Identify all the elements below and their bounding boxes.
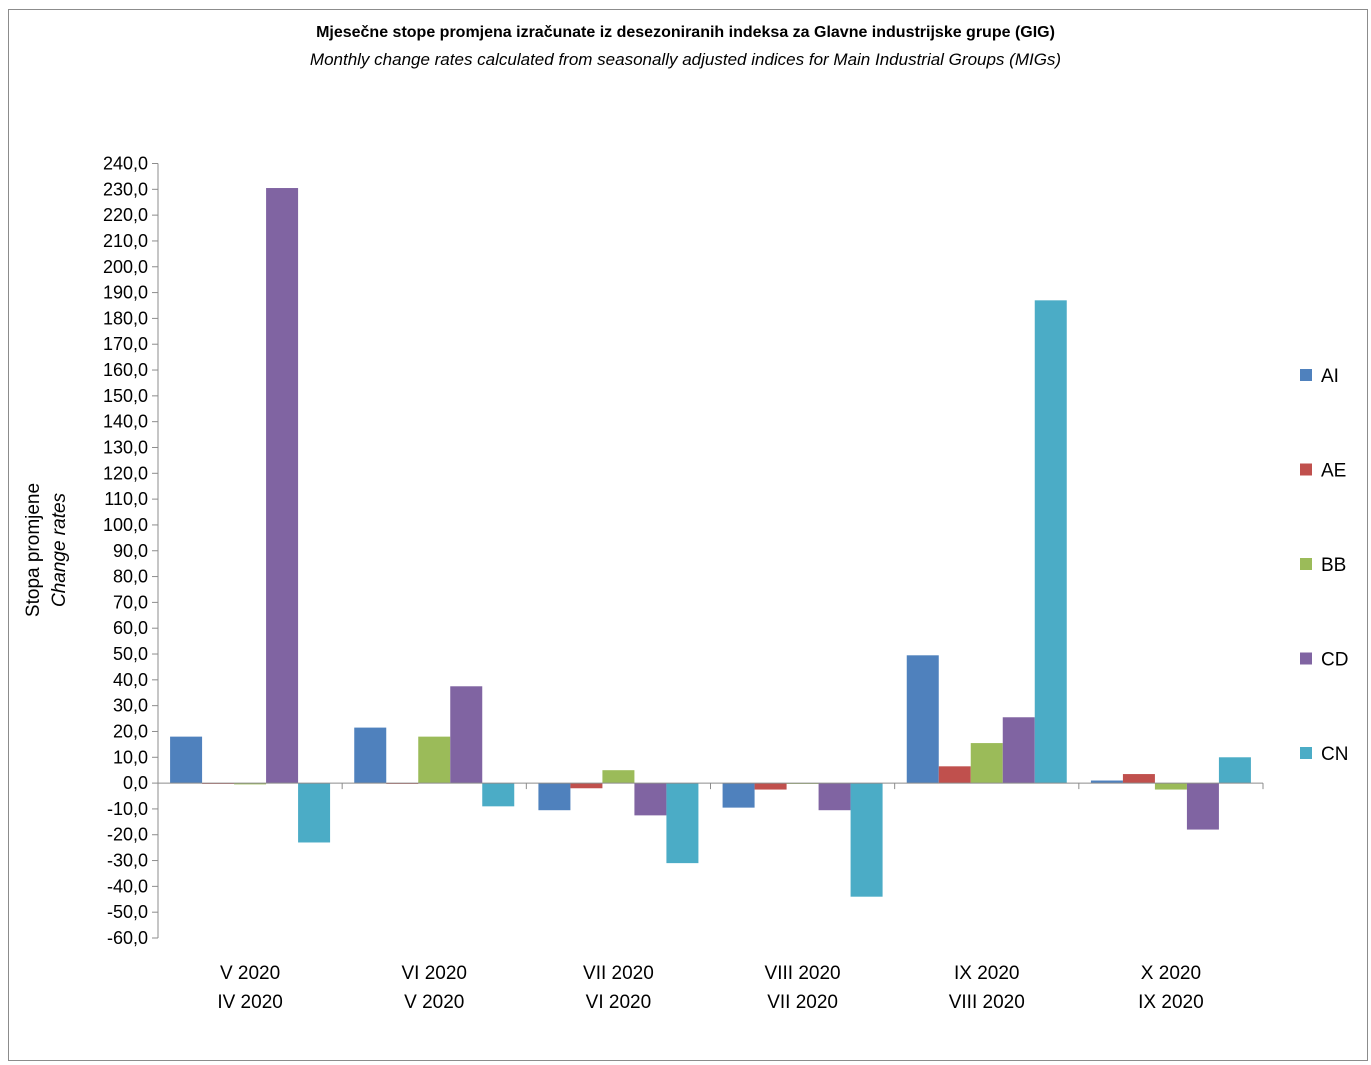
bar-cd — [1002, 717, 1035, 784]
bar-cn — [298, 783, 331, 843]
y-tick-label: 180,0 — [103, 308, 148, 328]
x-tick-label: IX 2020 — [954, 963, 1020, 984]
bar-cn — [1218, 757, 1251, 784]
bar-cn — [1034, 300, 1067, 784]
chart-subtitle: Monthly change rates calculated from sea… — [309, 50, 1062, 69]
chart-frame — [8, 9, 1368, 1061]
x-tick-label: VIII 2020 — [949, 992, 1025, 1013]
x-tick-label: VI 2020 — [586, 992, 652, 1013]
y-tick-label: 60,0 — [113, 618, 148, 638]
bar-cd — [266, 188, 299, 784]
y-tick-label: -30,0 — [107, 851, 148, 871]
y-tick-label: 20,0 — [113, 721, 148, 741]
bar-cd — [1186, 783, 1219, 830]
y-tick-label: 110,0 — [104, 489, 148, 509]
legend-swatch-cd — [1300, 652, 1312, 665]
bar-ai — [1090, 780, 1123, 784]
y-tick-label: -50,0 — [107, 902, 148, 922]
bar-bb — [1154, 783, 1187, 790]
bar-ai — [906, 655, 939, 784]
y-tick-label: 140,0 — [103, 412, 148, 432]
y-tick-label: 200,0 — [103, 257, 148, 277]
y-tick-label: 80,0 — [113, 567, 148, 587]
y-tick-label: -20,0 — [107, 825, 148, 845]
y-tick-label: 40,0 — [113, 670, 148, 690]
legend-label-bb: BB — [1321, 555, 1346, 576]
x-tick-label: V 2020 — [404, 992, 464, 1013]
bar-cn — [666, 783, 699, 864]
y-tick-label: 100,0 — [103, 515, 148, 535]
x-tick-label: VII 2020 — [583, 963, 654, 984]
y-tick-label: 130,0 — [103, 437, 148, 457]
y-tick-label: -10,0 — [107, 799, 148, 819]
bar-ae — [1122, 774, 1155, 784]
legend-label-ai: AI — [1321, 366, 1339, 387]
legend-label-cd: CD — [1321, 650, 1348, 671]
y-tick-label: -40,0 — [107, 876, 148, 896]
y-tick-label: 10,0 — [113, 747, 148, 767]
bar-cn — [850, 783, 883, 897]
legend-swatch-cn — [1300, 747, 1312, 759]
bar-cd — [634, 783, 667, 816]
x-tick-label: VI 2020 — [402, 963, 468, 984]
legend-swatch-ai — [1300, 369, 1312, 381]
bar-ai — [538, 783, 571, 811]
bar-ae — [754, 783, 787, 790]
x-tick-label: IX 2020 — [1138, 992, 1204, 1013]
bar-ae — [570, 783, 603, 789]
y-tick-label: 50,0 — [113, 644, 148, 664]
y-tick-label: 120,0 — [103, 463, 148, 483]
y-tick-label: 150,0 — [103, 386, 148, 406]
bar-bb — [602, 770, 635, 784]
legend-label-ae: AE — [1321, 461, 1346, 482]
bar-ai — [354, 727, 387, 784]
y-tick-label: 220,0 — [103, 205, 148, 225]
bar-ae — [938, 766, 971, 784]
y-tick-label: 160,0 — [103, 360, 148, 380]
x-tick-label: X 2020 — [1141, 963, 1201, 984]
x-tick-label: VII 2020 — [767, 992, 838, 1013]
y-axis-label-local: Stopa promjene — [23, 483, 44, 617]
bar-bb — [418, 736, 451, 784]
x-tick-label: IV 2020 — [217, 992, 283, 1013]
x-tick-label: VIII 2020 — [765, 963, 841, 984]
legend-label-cn: CN — [1321, 744, 1348, 765]
y-tick-label: 90,0 — [113, 541, 148, 561]
y-axis-label: Stopa promjene Change rates — [23, 483, 70, 617]
bar-cd — [450, 686, 483, 784]
y-tick-label: 190,0 — [103, 283, 148, 303]
y-tick-label: 170,0 — [103, 334, 148, 354]
bar-ai — [170, 736, 203, 784]
chart-title: Mjesečne stope promjena izračunate iz de… — [316, 24, 1055, 41]
y-tick-label: 30,0 — [113, 696, 148, 716]
y-tick-label: 70,0 — [113, 592, 148, 612]
y-tick-label: 240,0 — [103, 154, 148, 174]
legend-swatch-bb — [1300, 558, 1312, 570]
legend-swatch-ae — [1300, 463, 1312, 476]
bar-ai — [722, 783, 755, 808]
y-axis-label-english: Change rates — [49, 492, 70, 607]
y-tick-label: 230,0 — [103, 179, 148, 199]
bar-cn — [482, 783, 515, 807]
y-tick-label: -60,0 — [107, 928, 148, 948]
y-tick-label: 0,0 — [123, 773, 148, 793]
x-tick-label: V 2020 — [220, 963, 280, 984]
bar-bb — [970, 743, 1003, 784]
bar-cd — [818, 783, 851, 811]
bar-bb — [234, 783, 267, 785]
y-tick-label: 210,0 — [103, 231, 148, 251]
